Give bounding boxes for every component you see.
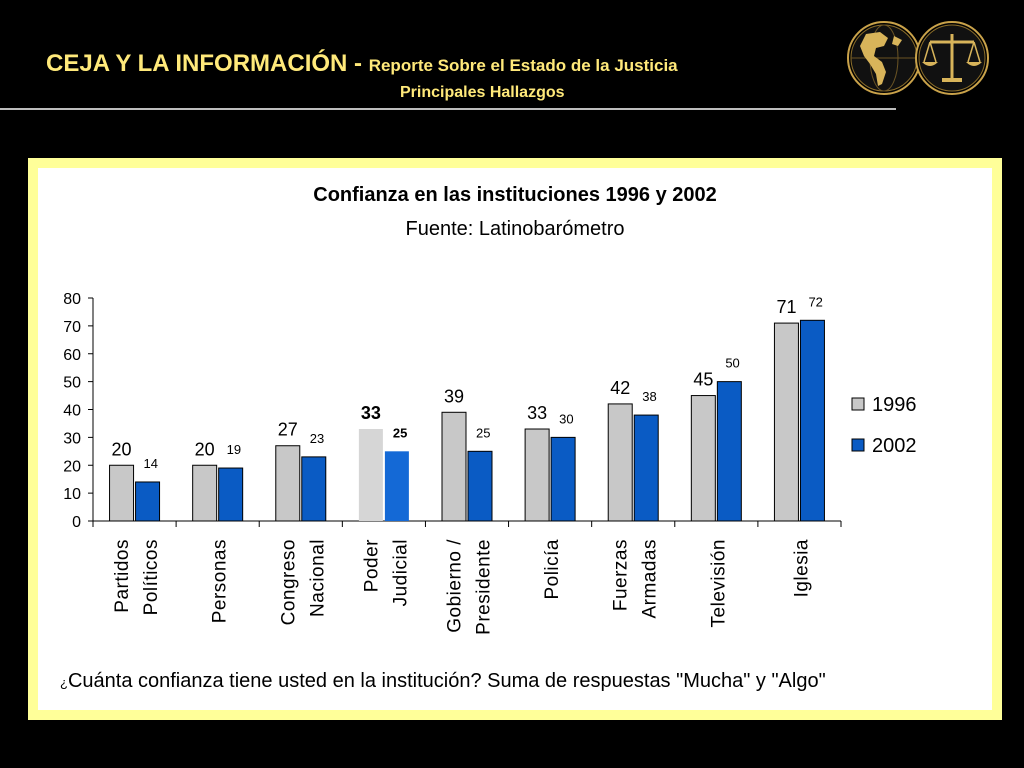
bar-2002 <box>135 481 161 522</box>
category-label: Televisión <box>708 539 729 627</box>
bar-1996 <box>607 403 633 522</box>
bar-2002 <box>799 319 825 522</box>
data-label-1996: 33 <box>527 403 547 423</box>
y-tick-label: 20 <box>63 458 81 475</box>
data-label-1996: 33 <box>361 403 381 423</box>
category-label: Iglesia <box>791 539 812 597</box>
bar-1996 <box>441 411 467 522</box>
category-label: Gobierno / <box>445 539 466 633</box>
category-label: Judicial <box>390 539 411 606</box>
data-label-1996: 20 <box>195 439 215 459</box>
bar-1996 <box>109 464 135 522</box>
legend-label-2002: 2002 <box>872 435 917 457</box>
header-divider <box>0 108 896 110</box>
category-label: Personas <box>210 539 231 623</box>
footnote-mark: ¿ <box>60 675 68 690</box>
category-label: Partidos <box>112 539 133 613</box>
bar-1996 <box>275 445 301 522</box>
y-tick-label: 60 <box>63 347 81 364</box>
footnote-text: Cuánta confianza tiene usted en la insti… <box>67 670 826 692</box>
category-label: Congreso <box>278 539 299 625</box>
data-label-2002: 19 <box>227 442 241 457</box>
data-label-1996: 71 <box>776 297 796 317</box>
data-label-1996: 39 <box>444 386 464 406</box>
bar-2002 <box>218 467 244 522</box>
bar-2002 <box>384 451 409 521</box>
chart-panel: Confianza en las instituciones 1996 y 20… <box>38 168 992 710</box>
y-tick-label: 80 <box>63 291 81 308</box>
data-label-2002: 23 <box>310 431 324 446</box>
header-title: CEJA Y LA INFORMACIÓN - Reporte Sobre el… <box>46 50 678 78</box>
category-label: Nacional <box>307 539 328 617</box>
data-label-1996: 20 <box>112 439 132 459</box>
data-label-1996: 42 <box>610 378 630 398</box>
legend-swatch-1996 <box>851 397 865 411</box>
y-tick-label: 10 <box>63 486 81 503</box>
bar-chart: Confianza en las instituciones 1996 y 20… <box>63 184 917 635</box>
category-label: Armadas <box>640 539 661 619</box>
scales-of-justice-icon <box>915 21 989 95</box>
y-tick-label: 40 <box>63 403 81 420</box>
bar-2002 <box>301 456 327 522</box>
bar-2002 <box>467 450 493 522</box>
category-label: Políticos <box>141 539 162 615</box>
y-tick-label: 30 <box>63 430 81 447</box>
data-label-2002: 72 <box>808 294 822 309</box>
bar-2002 <box>633 414 659 522</box>
bar-1996 <box>192 464 218 522</box>
category-label: Presidente <box>474 539 495 635</box>
bar-2002 <box>550 436 576 522</box>
y-tick-label: 50 <box>63 375 81 392</box>
chart-title: Confianza en las instituciones 1996 y 20… <box>313 184 717 206</box>
header-subtitle: Principales Hallazgos <box>400 84 565 101</box>
legend-label-1996: 1996 <box>872 394 917 416</box>
footnote: ¿Cuánta confianza tiene usted en la inst… <box>60 670 826 693</box>
category-label: Fuerzas <box>611 539 632 611</box>
bar-1996 <box>773 322 799 522</box>
globe-icon <box>847 21 921 95</box>
chart-subtitle: Fuente: Latinobarómetro <box>405 218 624 240</box>
data-label-2002: 30 <box>559 411 573 426</box>
data-label-1996: 45 <box>693 370 713 390</box>
bar-1996 <box>524 428 550 522</box>
header-title-sub: Reporte Sobre el Estado de la Justicia <box>368 56 678 75</box>
category-label: Policía <box>542 539 563 600</box>
data-label-2002: 25 <box>393 425 407 440</box>
category-label: Poder <box>361 539 382 592</box>
data-label-2002: 38 <box>642 389 656 404</box>
data-label-2002: 25 <box>476 425 490 440</box>
y-tick-label: 0 <box>72 514 81 531</box>
legend-swatch-2002 <box>851 438 865 452</box>
bar-1996 <box>358 429 383 521</box>
data-label-2002: 14 <box>144 456 158 471</box>
bar-2002 <box>716 381 742 522</box>
data-label-1996: 27 <box>278 420 298 440</box>
header-title-main: CEJA Y LA INFORMACIÓN - <box>46 50 363 77</box>
bar-1996 <box>690 395 716 522</box>
data-label-2002: 50 <box>725 356 739 371</box>
y-tick-label: 70 <box>63 319 81 336</box>
